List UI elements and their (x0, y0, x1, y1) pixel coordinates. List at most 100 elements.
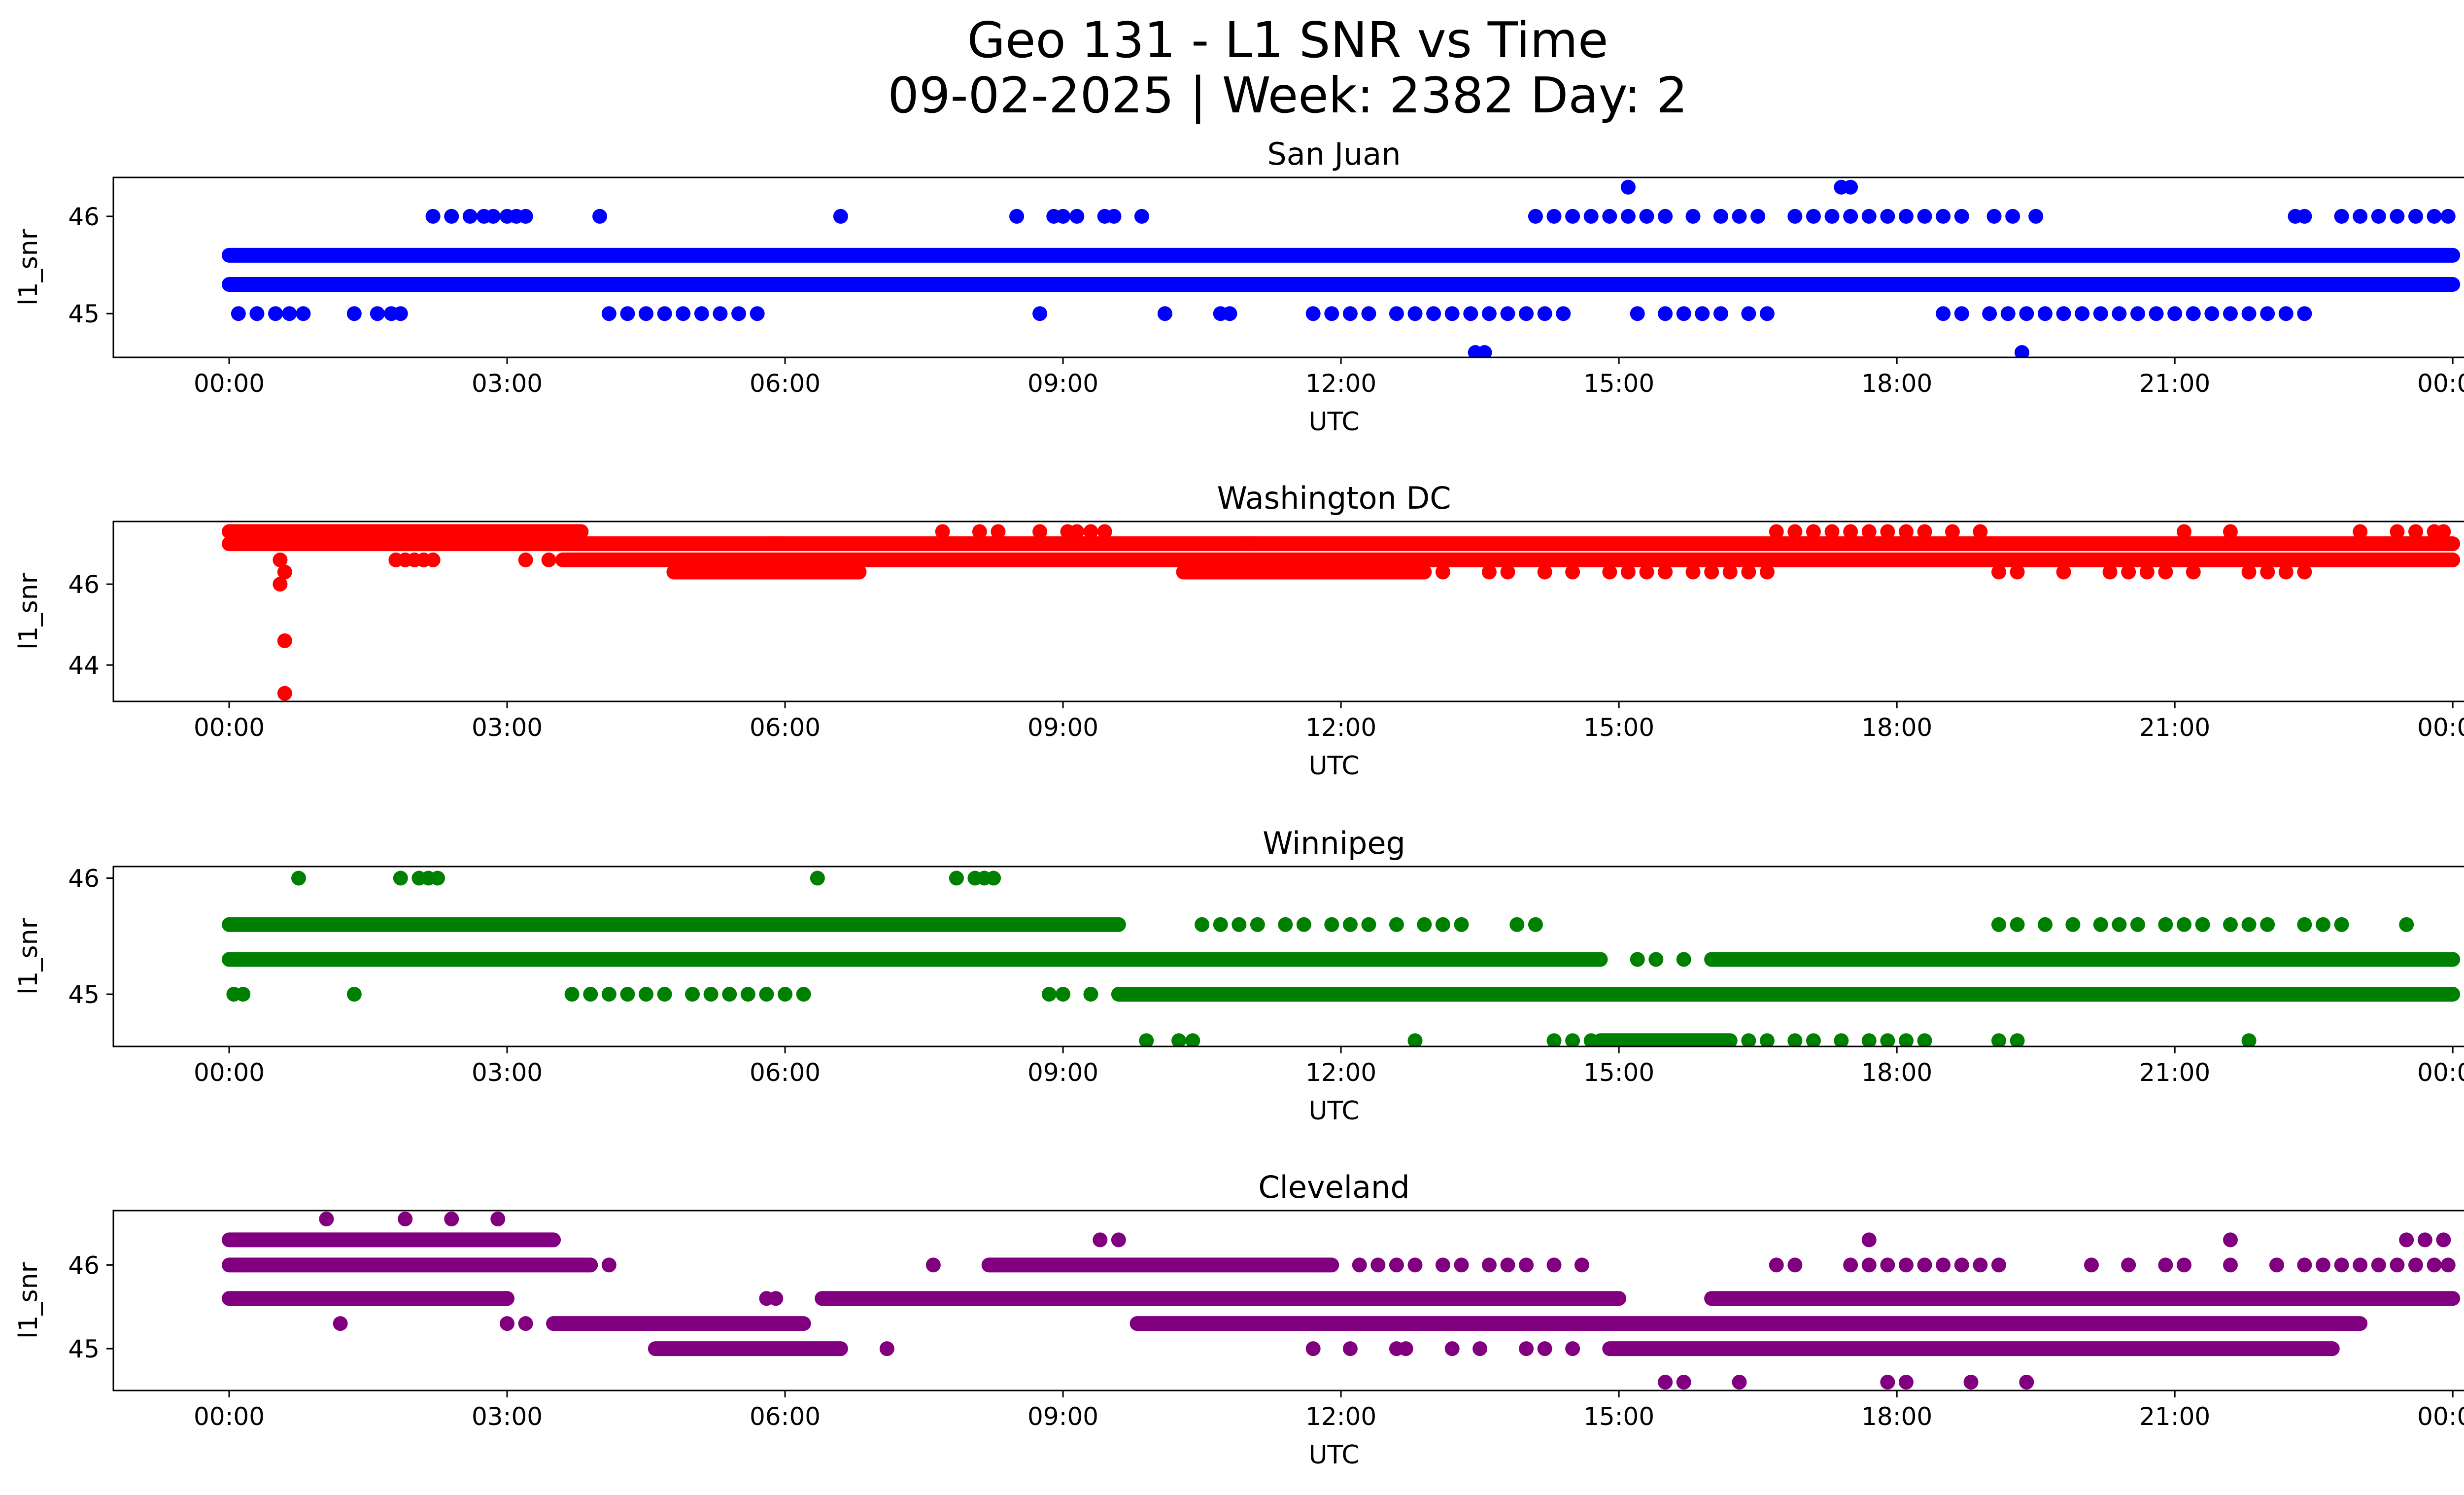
cleveland-point-0-0 (319, 1211, 334, 1226)
winnipeg-point-4-5 (1565, 1033, 1580, 1046)
san-juan-point-1-12 (657, 306, 672, 321)
cleveland-point-5-7 (1519, 1341, 1534, 1356)
winnipeg-point-1-14 (1528, 917, 1543, 932)
cleveland-xtick-label-7: 21:00 (2139, 1402, 2210, 1431)
cleveland-point-6-1 (1676, 1375, 1691, 1390)
washington-dc-point-1-6 (1602, 564, 1617, 580)
winnipeg-point-3-7 (639, 987, 654, 1002)
san-juan-point-1-14 (694, 306, 709, 321)
washington-dc-point-1-12 (1722, 564, 1738, 580)
winnipeg-point-1-9 (1389, 917, 1404, 932)
san-juan-ytick-label-1: 46 (68, 203, 100, 231)
winnipeg-point-1-19 (2093, 917, 2108, 932)
san-juan-point-1-52 (2112, 306, 2127, 321)
san-juan-point-0-19 (1565, 209, 1580, 224)
winnipeg-point-1-10 (1417, 917, 1432, 932)
cleveland-point-2-31 (2315, 1257, 2330, 1273)
cleveland-point-2-3 (1370, 1257, 1386, 1273)
washington-dc-point-6-0 (935, 524, 950, 539)
san-juan-point-1-28 (1426, 306, 1441, 321)
winnipeg-marks (222, 870, 2461, 1046)
san-juan-point-1-40 (1713, 306, 1728, 321)
san-juan-point-1-59 (2241, 306, 2257, 321)
winnipeg-point-1-6 (1324, 917, 1339, 932)
cleveland-point-6-4 (1898, 1375, 1914, 1390)
cleveland-xlabel: UTC (1308, 1440, 1359, 1470)
san-juan-xtick-label-0: 00:00 (194, 369, 265, 398)
winnipeg-point-0-6 (949, 870, 964, 886)
cleveland-point-2-25 (2121, 1257, 2136, 1273)
winnipeg-point-4-7 (1741, 1033, 1756, 1046)
san-juan-point-1-5 (346, 306, 362, 321)
cleveland-point-2-21 (1954, 1257, 1969, 1273)
winnipeg-point-4-14 (1898, 1033, 1914, 1046)
winnipeg-point-4-12 (1861, 1033, 1877, 1046)
winnipeg-point-4-17 (2010, 1033, 2025, 1046)
subplot-cleveland: Cleveland 00:00 03:00 06:00 09:00 12:00 15:00 1… (14, 1169, 2464, 1470)
san-juan-point-1-43 (1936, 306, 1951, 321)
washington-dc-axes-frame (112, 521, 2464, 702)
san-juan-point-1-6 (370, 306, 385, 321)
washington-dc-point-6-13 (1861, 524, 1877, 539)
cleveland-point-2-2 (1352, 1257, 1367, 1273)
winnipeg-point-1-11 (1435, 917, 1450, 932)
winnipeg-point-3-4 (583, 987, 598, 1002)
san-juan-point-1-26 (1389, 306, 1404, 321)
washington-dc-point-0-7 (541, 552, 556, 567)
san-juan-point-0-50 (2440, 209, 2456, 224)
cleveland-xtick-label-5: 15:00 (1583, 1402, 1654, 1431)
cleveland-ytick-label-1: 46 (68, 1251, 100, 1280)
cleveland-point-5-6 (1472, 1341, 1488, 1356)
san-juan-point-1-10 (620, 306, 635, 321)
cleveland-point-6-6 (2019, 1375, 2034, 1390)
san-juan-point-3-1 (1477, 345, 1492, 357)
winnipeg-xtick-label-1: 03:00 (472, 1058, 543, 1087)
washington-dc-xtick-label-7: 21:00 (2139, 713, 2210, 742)
washington-dc-point-1-24 (2260, 564, 2275, 580)
cleveland-point-2-9 (1500, 1257, 1515, 1273)
san-juan-point-1-46 (2000, 306, 2016, 321)
washington-dc-point-6-14 (1880, 524, 1895, 539)
san-juan-point-0-47 (2390, 209, 2405, 224)
cleveland-point-4-0 (333, 1316, 348, 1331)
san-juan-point-0-17 (1528, 209, 1543, 224)
washington-dc-point-1-18 (2102, 564, 2118, 580)
san-juan-point-0-1 (444, 209, 459, 224)
winnipeg-point-1-30 (2334, 917, 2349, 932)
san-juan-point-0-24 (1658, 209, 1673, 224)
cleveland-point-6-5 (1963, 1375, 1979, 1390)
san-juan-point-1-36 (1630, 306, 1645, 321)
washington-dc-point-6-11 (1824, 524, 1840, 539)
san-juan-point-0-37 (1936, 209, 1951, 224)
cleveland-point-1-5 (2417, 1232, 2432, 1248)
cleveland-point-5-2 (1342, 1341, 1358, 1356)
san-juan-point-0-38 (1954, 209, 1969, 224)
san-juan-point-1-50 (2075, 306, 2090, 321)
san-juan-point-1-60 (2260, 306, 2275, 321)
winnipeg-point-1-23 (2176, 917, 2191, 932)
washington-dc-point-6-19 (2176, 524, 2191, 539)
san-juan-point-1-54 (2149, 306, 2164, 321)
washington-dc-point-1-7 (1620, 564, 1636, 580)
winnipeg-point-4-3 (1407, 1033, 1423, 1046)
winnipeg-point-3-9 (685, 987, 700, 1002)
winnipeg-point-0-1 (393, 870, 408, 886)
cleveland-point-2-15 (1843, 1257, 1858, 1273)
winnipeg-point-3-2 (346, 987, 362, 1002)
san-juan-point-0-2 (462, 209, 478, 224)
san-juan-point-0-43 (2297, 209, 2312, 224)
cleveland-point-2-33 (2353, 1257, 2368, 1273)
winnipeg-xtick-label-3: 09:00 (1027, 1058, 1098, 1087)
san-juan-point-1-29 (1444, 306, 1460, 321)
cleveland-point-5-0 (879, 1341, 894, 1356)
cleveland-point-5-5 (1444, 1341, 1460, 1356)
cleveland-point-2-16 (1861, 1257, 1877, 1273)
winnipeg-point-2-2 (1676, 952, 1691, 967)
washington-dc-ytick-label-0: 44 (68, 651, 100, 680)
washington-dc-point-1-25 (2278, 564, 2293, 580)
washington-dc-xtick-label-6: 18:00 (1861, 713, 1932, 742)
san-juan-point-1-38 (1676, 306, 1691, 321)
san-juan-point-0-7 (518, 209, 533, 224)
winnipeg-ytick-label-0: 45 (68, 980, 100, 1009)
